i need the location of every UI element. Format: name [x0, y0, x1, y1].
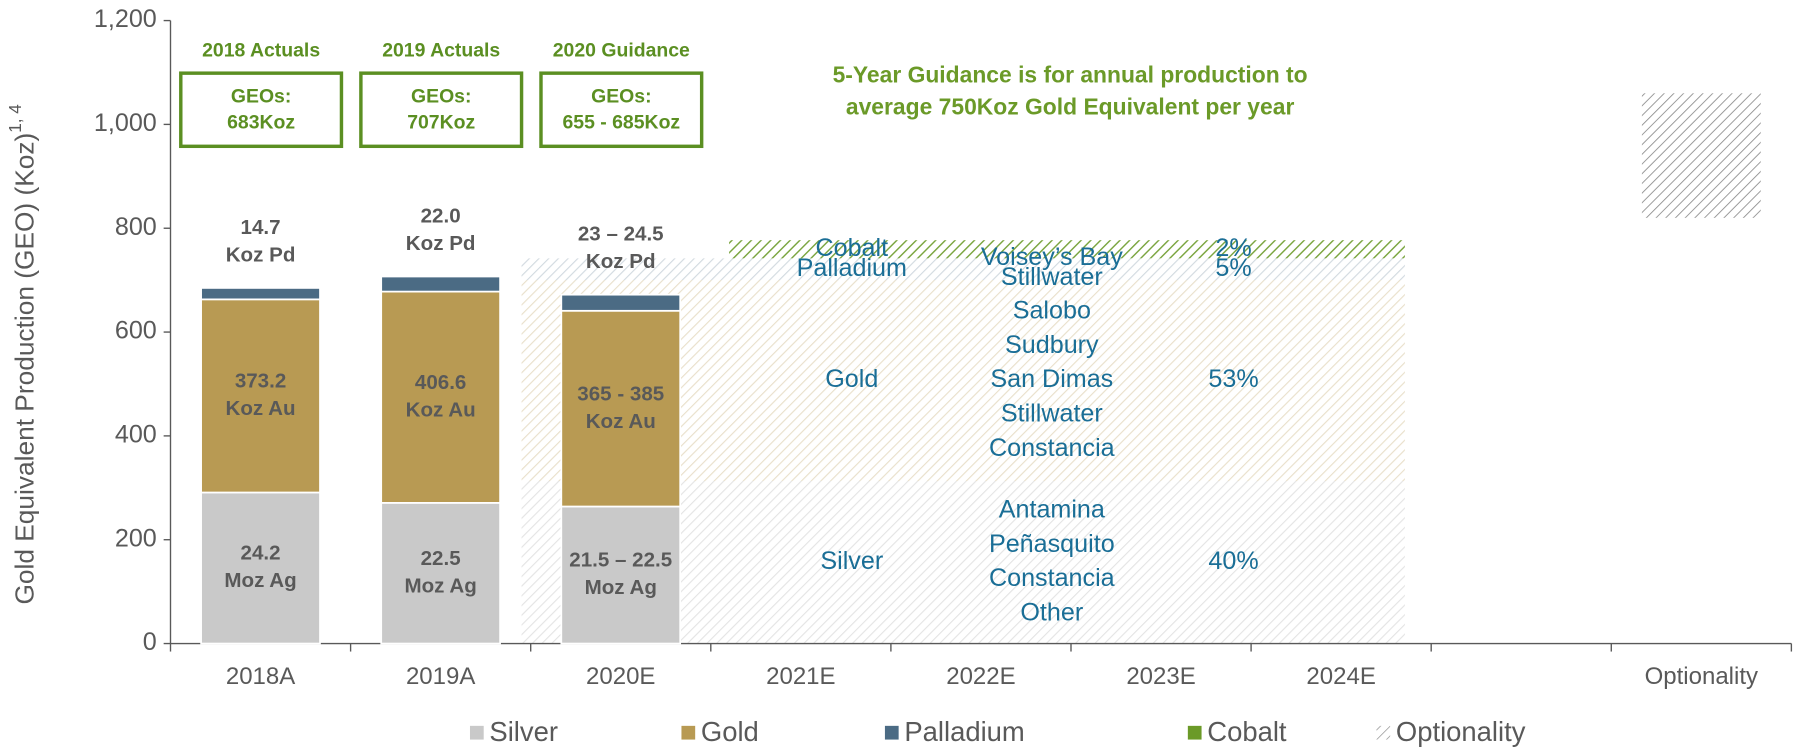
bar-label: Moz Ag	[224, 569, 296, 592]
bar-segment	[380, 502, 501, 645]
bar-label: 22.0	[421, 205, 461, 228]
note: 5-Year Guidance is for annual production…	[833, 62, 1308, 88]
box	[539, 71, 704, 149]
box-heading: 2019 Actuals	[382, 40, 500, 62]
guidance-mine: Constancia	[989, 434, 1115, 462]
guidance-metal: Cobalt	[815, 234, 888, 262]
y-tick-label: 800	[115, 213, 157, 241]
x-tick-label: 2022E	[946, 663, 1015, 690]
guidance-mine: Antamina	[999, 496, 1105, 524]
bar-label: 373.2	[235, 370, 286, 393]
bar-label: Moz Ag	[585, 576, 657, 599]
legend-label: Gold	[701, 716, 759, 747]
x-tick-label: Optionality	[1645, 663, 1758, 690]
guidance-share: 53%	[1208, 365, 1258, 393]
guidance-share: 2%	[1215, 234, 1251, 262]
box	[179, 71, 344, 149]
guidance-mine: Voisey’s Bay	[981, 243, 1123, 271]
bar-label: 406.6	[415, 371, 466, 394]
y-axis-label-text: Gold Equivalent Production (GEO) (Koz)	[9, 133, 39, 605]
y-axis-label-superscript: 1, 4	[5, 104, 25, 133]
box-text: 707Koz	[407, 112, 475, 134]
bar-segment	[560, 505, 682, 645]
guidance-mine: Sudbury	[1005, 331, 1099, 359]
guidance-metal: Silver	[820, 547, 883, 575]
box-text: 655 - 685Koz	[562, 112, 680, 134]
box-heading: 2018 Actuals	[202, 40, 320, 62]
bar-label: Koz Pd	[226, 243, 296, 266]
guidance-mine: Stillwater	[1001, 263, 1103, 291]
legend-label: Cobalt	[1207, 716, 1287, 747]
x-tick-label: 2021E	[766, 663, 835, 690]
bar-label: Koz Pd	[586, 250, 656, 273]
bar-segment	[560, 309, 682, 508]
guidance-mine: Salobo	[1013, 297, 1091, 325]
bar-label: Koz Au	[406, 398, 476, 421]
legend-label: Palladium	[904, 716, 1024, 747]
y-tick-label: 1,200	[94, 5, 157, 33]
box-text: GEOs:	[591, 85, 651, 107]
bar-segment	[1641, 93, 1761, 218]
legend-swatch	[469, 725, 484, 740]
x-tick-label: 2024E	[1306, 663, 1375, 690]
bar-label: 14.7	[241, 216, 281, 239]
bar-segment	[560, 293, 682, 312]
bar-segment	[200, 298, 321, 494]
y-tick-label: 400	[115, 421, 157, 449]
box-text: 683Koz	[227, 112, 295, 134]
box-heading: 2020 Guidance	[553, 40, 690, 62]
bar-label: 365 - 385	[577, 382, 664, 405]
legend-label: Silver	[489, 716, 558, 747]
bar-label: 22.5	[421, 547, 461, 570]
legend-swatch	[681, 725, 696, 740]
y-tick-label: 1,000	[94, 109, 157, 137]
y-tick-label: 600	[115, 317, 157, 345]
guidance-share: 5%	[1215, 254, 1251, 282]
bar-segment	[200, 287, 321, 301]
x-tick-label: 2023E	[1126, 663, 1195, 690]
guidance-share: 40%	[1208, 547, 1258, 575]
y-axis-label: Gold Equivalent Production (GEO) (Koz)1,…	[5, 104, 40, 605]
bar-segment	[380, 275, 501, 293]
bar-segment	[200, 491, 321, 645]
guidance-mine: Constancia	[989, 564, 1115, 592]
legend-swatch	[1376, 725, 1391, 740]
x-tick-label: 2019A	[406, 663, 475, 690]
guidance-mine: Other	[1020, 598, 1083, 626]
bar-segment	[380, 290, 501, 504]
guidance-band	[521, 258, 1405, 281]
bar-label: 23 – 24.5	[578, 223, 664, 246]
guidance-band	[729, 240, 1405, 259]
guidance-mine: Peñasquito	[989, 530, 1115, 558]
guidance-metal: Gold	[825, 365, 878, 393]
bar-label: 24.2	[241, 542, 281, 565]
legend-label: Optionality	[1396, 716, 1526, 747]
y-tick-label: 0	[143, 628, 157, 656]
x-tick-label: 2018A	[226, 663, 295, 690]
legend-swatch	[884, 725, 899, 740]
bar-label: Koz Au	[586, 410, 656, 433]
guidance-mine: Stillwater	[1001, 400, 1103, 428]
guidance-mine: San Dimas	[990, 365, 1113, 393]
x-tick-label: 2020E	[586, 663, 655, 690]
box-text: GEOs:	[411, 85, 471, 107]
bar-label: Koz Au	[226, 397, 296, 420]
box	[359, 71, 524, 149]
note: average 750Koz Gold Equivalent per year	[846, 94, 1295, 120]
box-text: GEOs:	[231, 85, 291, 107]
legend-swatch	[1187, 725, 1202, 740]
y-tick-label: 200	[115, 524, 157, 552]
guidance-metal: Palladium	[797, 254, 907, 282]
bar-label: Moz Ag	[404, 574, 476, 597]
bar-label: Koz Pd	[406, 232, 476, 255]
bar-label: 21.5 – 22.5	[569, 549, 672, 572]
